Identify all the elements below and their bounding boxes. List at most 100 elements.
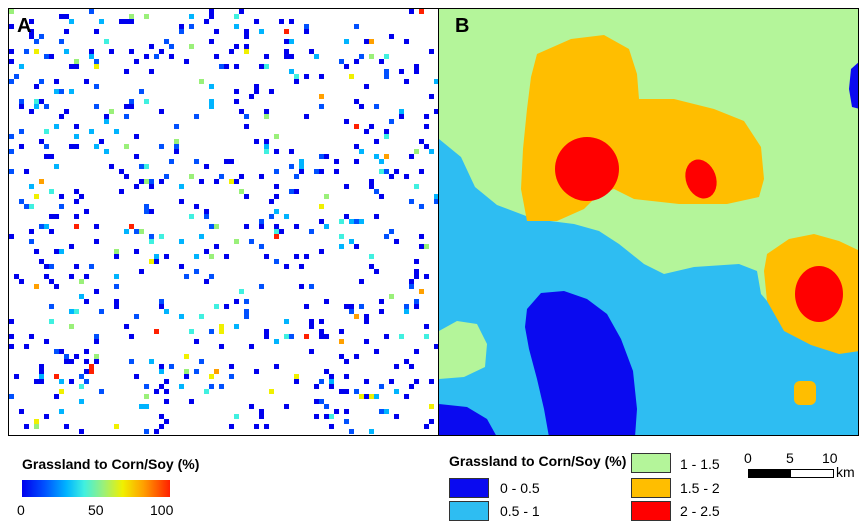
raster-pixel <box>334 159 339 164</box>
raster-pixel <box>194 114 199 119</box>
scale-segment-1 <box>748 469 770 478</box>
legend-swatch-1-1.5 <box>631 453 671 473</box>
raster-pixel <box>199 234 204 239</box>
raster-pixel <box>64 109 69 114</box>
raster-pixel <box>159 179 164 184</box>
raster-pixel <box>324 224 329 229</box>
raster-pixel <box>414 69 419 74</box>
raster-pixel <box>64 424 69 429</box>
raster-pixel <box>434 194 438 199</box>
raster-pixel <box>154 259 159 264</box>
raster-pixel <box>374 154 379 159</box>
raster-pixel <box>19 64 24 69</box>
raster-pixel <box>244 194 249 199</box>
raster-pixel <box>29 239 34 244</box>
raster-pixel <box>179 384 184 389</box>
raster-pixel <box>124 104 129 109</box>
raster-pixel <box>414 64 419 69</box>
raster-pixel <box>319 169 324 174</box>
raster-pixel <box>34 49 39 54</box>
raster-pixel <box>344 64 349 69</box>
raster-pixel <box>74 144 79 149</box>
raster-pixel <box>369 394 374 399</box>
raster-pixel <box>339 244 344 249</box>
raster-pixel <box>314 54 319 59</box>
raster-pixel <box>374 189 379 194</box>
raster-pixel <box>54 124 59 129</box>
raster-pixel <box>74 354 79 359</box>
raster-pixel <box>289 19 294 24</box>
raster-pixel <box>239 189 244 194</box>
raster-pixel <box>244 49 249 54</box>
raster-pixel <box>129 359 134 364</box>
raster-pixel <box>239 174 244 179</box>
raster-pixel <box>204 214 209 219</box>
raster-pixel <box>374 214 379 219</box>
raster-pixel <box>89 369 94 374</box>
raster-pixel <box>34 39 39 44</box>
raster-pixel <box>149 69 154 74</box>
raster-pixel <box>409 199 414 204</box>
raster-pixel <box>364 84 369 89</box>
raster-pixel <box>39 139 44 144</box>
raster-pixel <box>134 374 139 379</box>
raster-pixel <box>64 354 69 359</box>
raster-pixel <box>359 54 364 59</box>
raster-pixel <box>19 199 24 204</box>
raster-pixel <box>69 359 74 364</box>
raster-pixel <box>154 329 159 334</box>
raster-pixel <box>244 224 249 229</box>
raster-pixel <box>24 424 29 429</box>
raster-pixel <box>379 169 384 174</box>
raster-pixel <box>399 114 404 119</box>
raster-pixel <box>204 389 209 394</box>
raster-pixel <box>389 229 394 234</box>
raster-pixel <box>214 29 219 34</box>
raster-pixel <box>179 199 184 204</box>
raster-pixel <box>264 144 269 149</box>
raster-pixel <box>14 374 19 379</box>
raster-pixel <box>289 164 294 169</box>
raster-pixel <box>409 279 414 284</box>
raster-pixel <box>389 294 394 299</box>
raster-pixel <box>194 339 199 344</box>
raster-pixel <box>69 19 74 24</box>
panel-label-b: B <box>455 15 470 37</box>
raster-pixel <box>299 169 304 174</box>
raster-pixel <box>234 239 239 244</box>
ramp-tick-max: 100 <box>150 502 174 518</box>
raster-pixel <box>144 164 149 169</box>
raster-pixel <box>229 364 234 369</box>
raster-pixel <box>359 149 364 154</box>
raster-pixel <box>249 404 254 409</box>
raster-pixel <box>384 169 389 174</box>
raster-pixel <box>289 54 294 59</box>
raster-pixel <box>209 104 214 109</box>
raster-pixel <box>354 144 359 149</box>
raster-pixel <box>19 99 24 104</box>
raster-pixel <box>164 389 169 394</box>
raster-pixel <box>369 39 374 44</box>
raster-pixel <box>274 209 279 214</box>
raster-pixel <box>54 284 59 289</box>
raster-pixel <box>204 209 209 214</box>
raster-pixel <box>34 99 39 104</box>
raster-pixel <box>9 394 14 399</box>
raster-pixel <box>44 264 49 269</box>
raster-pixel <box>359 219 364 224</box>
raster-pixel <box>84 369 89 374</box>
raster-pixel <box>259 64 264 69</box>
raster-pixel <box>289 189 294 194</box>
raster-pixel <box>429 404 434 409</box>
raster-pixel <box>384 134 389 139</box>
raster-pixel <box>194 369 199 374</box>
raster-pixel <box>369 254 374 259</box>
legend-swatch-2-2.5 <box>631 501 671 521</box>
raster-pixel <box>159 364 164 369</box>
raster-pixel <box>369 179 374 184</box>
raster-pixel <box>434 199 438 204</box>
zone-1.5-2-spot <box>794 381 816 405</box>
raster-pixel <box>149 209 154 214</box>
raster-pixel <box>424 324 429 329</box>
raster-pixel <box>159 384 164 389</box>
